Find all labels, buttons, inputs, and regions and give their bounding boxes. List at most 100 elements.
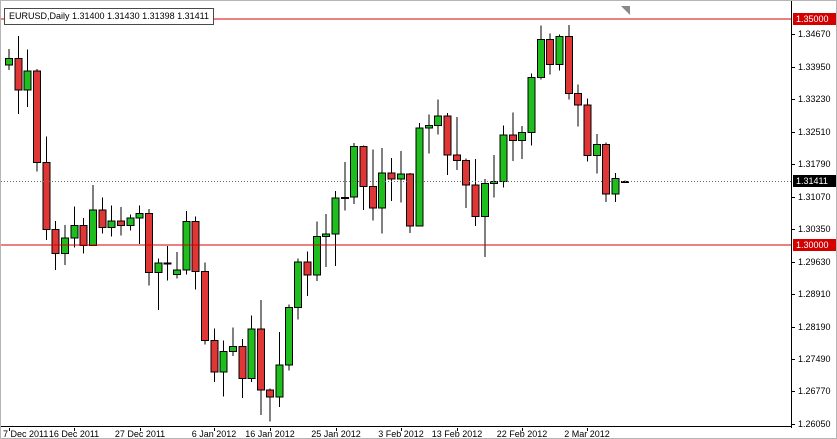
price-line-badge: 1.30000 xyxy=(793,239,836,251)
candle-body xyxy=(574,92,583,106)
candle-body xyxy=(322,233,331,238)
price-axis-label: 1.32510 xyxy=(798,127,831,137)
price-axis-tick xyxy=(792,359,795,360)
candle-body xyxy=(564,35,573,94)
candle-body xyxy=(200,270,209,342)
candle-body xyxy=(546,38,555,65)
candle-body xyxy=(238,346,247,380)
time-axis-label: 27 Dec 2011 xyxy=(114,429,166,439)
candle-body xyxy=(163,262,172,265)
candle-body xyxy=(406,173,415,227)
price-axis-label: 1.30350 xyxy=(798,224,831,234)
candle-body xyxy=(284,307,293,366)
time-axis-tick xyxy=(587,428,588,431)
candle-body xyxy=(527,76,536,134)
time-axis-label: 22 Feb 2012 xyxy=(496,429,548,439)
time-axis-tick xyxy=(336,428,337,431)
candle-body xyxy=(415,127,424,227)
time-axis-tick xyxy=(270,428,271,431)
candle-body xyxy=(219,351,228,373)
candle-body xyxy=(368,185,377,209)
candle-body xyxy=(434,115,443,126)
candlestick-plot-svg xyxy=(1,18,792,422)
candle-body xyxy=(266,389,275,398)
candle-body xyxy=(387,172,396,180)
price-axis-tick xyxy=(792,294,795,295)
candle-body xyxy=(294,261,303,309)
candle-body xyxy=(424,124,433,129)
candle-body xyxy=(33,70,41,163)
price-axis-label: 1.29630 xyxy=(798,257,831,267)
candle-body xyxy=(5,57,13,66)
candle-body xyxy=(256,328,265,391)
candle-body xyxy=(471,184,480,217)
candle-body xyxy=(583,104,592,157)
time-axis-label: 13 Feb 2012 xyxy=(431,429,483,439)
price-axis-label: 1.31790 xyxy=(798,159,831,169)
candle-body xyxy=(452,154,461,162)
price-axis-tick xyxy=(792,262,795,263)
candle-body xyxy=(191,221,200,272)
price-axis-tick xyxy=(792,327,795,328)
candle-body xyxy=(89,209,97,247)
candle-body xyxy=(210,340,219,373)
candle-body xyxy=(378,172,387,209)
candle-body xyxy=(135,213,144,219)
price-axis-label: 1.28190 xyxy=(798,322,831,332)
candle-body xyxy=(172,269,181,276)
price-axis-label: 1.33950 xyxy=(798,62,831,72)
candle-body xyxy=(480,183,489,217)
candle-body xyxy=(602,143,611,195)
time-axis-label: 7 Dec 2011 xyxy=(3,429,49,439)
candle-body xyxy=(340,196,349,199)
price-axis-label: 1.26050 xyxy=(798,419,831,429)
candle-body xyxy=(359,146,368,187)
price-axis-tick xyxy=(792,34,795,35)
candle-body xyxy=(312,236,321,276)
time-axis-tick xyxy=(9,428,10,431)
candle-body xyxy=(518,132,527,141)
candle-body xyxy=(126,217,135,226)
price-axis-label: 1.26770 xyxy=(798,386,831,396)
ohlc-info-text: EURUSD,Daily 1.31400 1.31430 1.31398 1.3… xyxy=(9,11,209,21)
candle-body xyxy=(228,346,237,352)
time-axis-label: 25 Jan 2012 xyxy=(311,429,361,439)
current-price-badge: 1.31411 xyxy=(793,175,836,187)
candle-body xyxy=(79,224,88,247)
time-axis-tick xyxy=(214,428,215,431)
candle-body xyxy=(490,180,499,185)
candle-body xyxy=(592,143,601,157)
time-axis-tick xyxy=(140,428,141,431)
price-axis-tick xyxy=(792,164,795,165)
candle-body xyxy=(555,35,564,65)
candle-body xyxy=(331,197,340,235)
ohlc-info-box: EURUSD,Daily 1.31400 1.31430 1.31398 1.3… xyxy=(4,8,214,25)
price-axis-label: 1.34670 xyxy=(798,29,831,39)
price-axis-tick xyxy=(792,132,795,133)
candle-body xyxy=(14,57,23,91)
price-axis-tick xyxy=(792,197,795,198)
candle-body xyxy=(144,213,153,274)
time-axis-label: 3 Feb 2012 xyxy=(378,429,424,439)
time-axis-tick xyxy=(401,428,402,431)
candle-body xyxy=(70,224,79,239)
candle-body xyxy=(154,262,163,274)
price-axis-tick xyxy=(792,229,795,230)
time-axis-label: 6 Jan 2012 xyxy=(191,429,237,439)
price-line-badge: 1.35000 xyxy=(793,13,836,25)
candle-body xyxy=(51,228,60,254)
candle-body xyxy=(182,221,191,271)
candle-body xyxy=(98,209,107,228)
price-axis[interactable]: 1.34670 1.33950 1.33230 1.32510 1.31790 1.310… xyxy=(791,1,836,429)
candle-body xyxy=(275,364,284,398)
candle-body xyxy=(107,220,116,229)
price-axis-label: 1.33230 xyxy=(798,94,831,104)
price-axis-label: 1.27490 xyxy=(798,354,831,364)
candlestick-plot[interactable] xyxy=(1,1,792,427)
chart-shift-icon[interactable] xyxy=(621,6,630,15)
candle-body xyxy=(23,70,32,91)
candle-body xyxy=(499,134,508,182)
time-axis-label: 16 Jan 2012 xyxy=(245,429,295,439)
time-axis[interactable]: 7 Dec 2011 16 Dec 2011 27 Dec 2011 6 Jan 20… xyxy=(1,428,792,439)
